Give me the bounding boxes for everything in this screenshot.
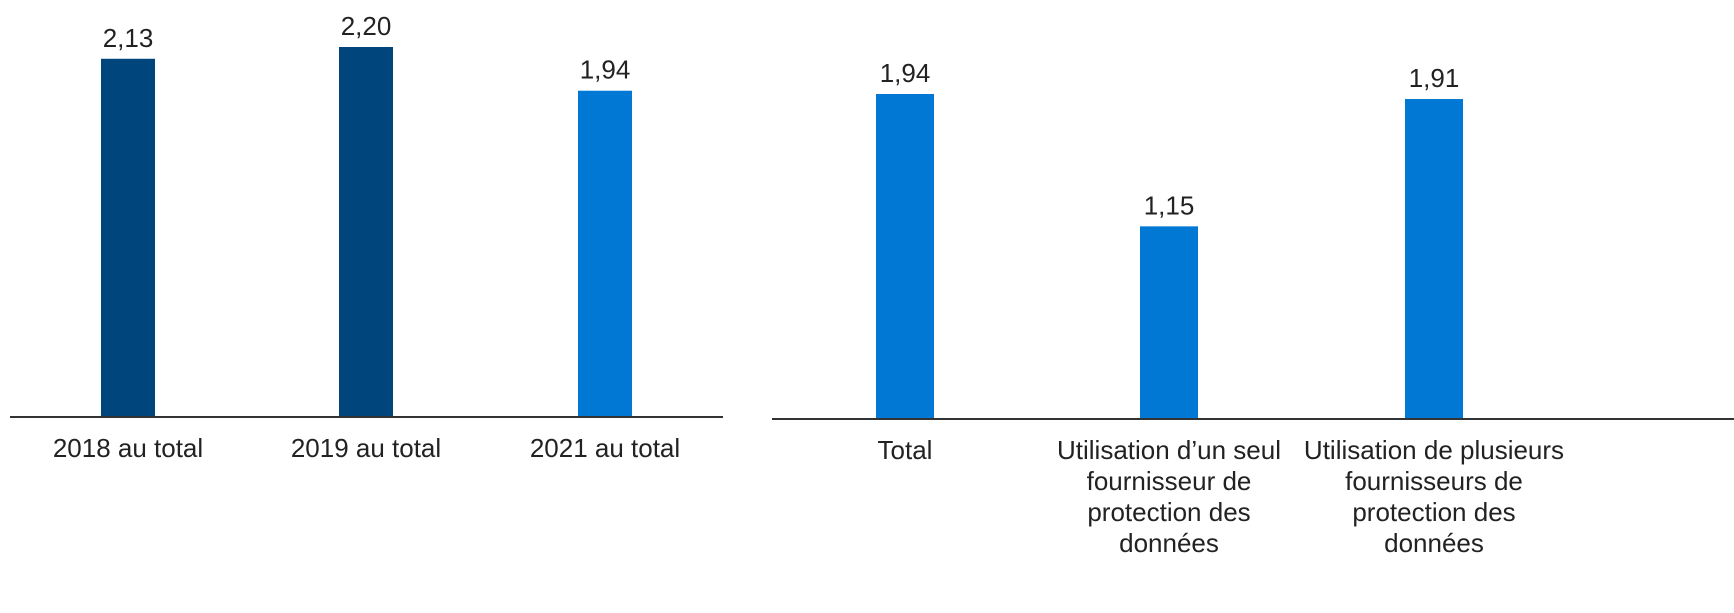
bar-1 bbox=[876, 94, 934, 419]
chart-panel-1: 2,13 2018 au total 2,20 2019 au total 1,94 20… bbox=[10, 11, 723, 463]
bar-3 bbox=[578, 90, 632, 418]
bar-2 bbox=[339, 47, 393, 417]
bar-1 bbox=[101, 58, 155, 417]
data-label: 1,94 bbox=[880, 58, 931, 88]
category-label: Utilisation de plusieurs fournisseurs de p… bbox=[1304, 435, 1564, 558]
category-label: Utilisation d’un seul fournisseur de prote… bbox=[1057, 435, 1281, 558]
data-label: 2,20 bbox=[341, 11, 392, 41]
category-label: Total bbox=[878, 435, 933, 465]
category-label: 2019 au total bbox=[291, 433, 441, 463]
data-label: 2,13 bbox=[103, 23, 154, 53]
category-label: 2021 au total bbox=[530, 433, 680, 463]
data-label: 1,94 bbox=[580, 55, 631, 85]
bar-2 bbox=[1140, 226, 1198, 419]
data-label: 1,91 bbox=[1409, 63, 1460, 93]
chart-panel-2: 1,94 Total 1,15 Utilisation d’un seul fourni… bbox=[772, 58, 1734, 558]
bar-3 bbox=[1405, 99, 1463, 420]
data-label: 1,15 bbox=[1144, 190, 1195, 220]
category-label: 2018 au total bbox=[53, 433, 203, 463]
